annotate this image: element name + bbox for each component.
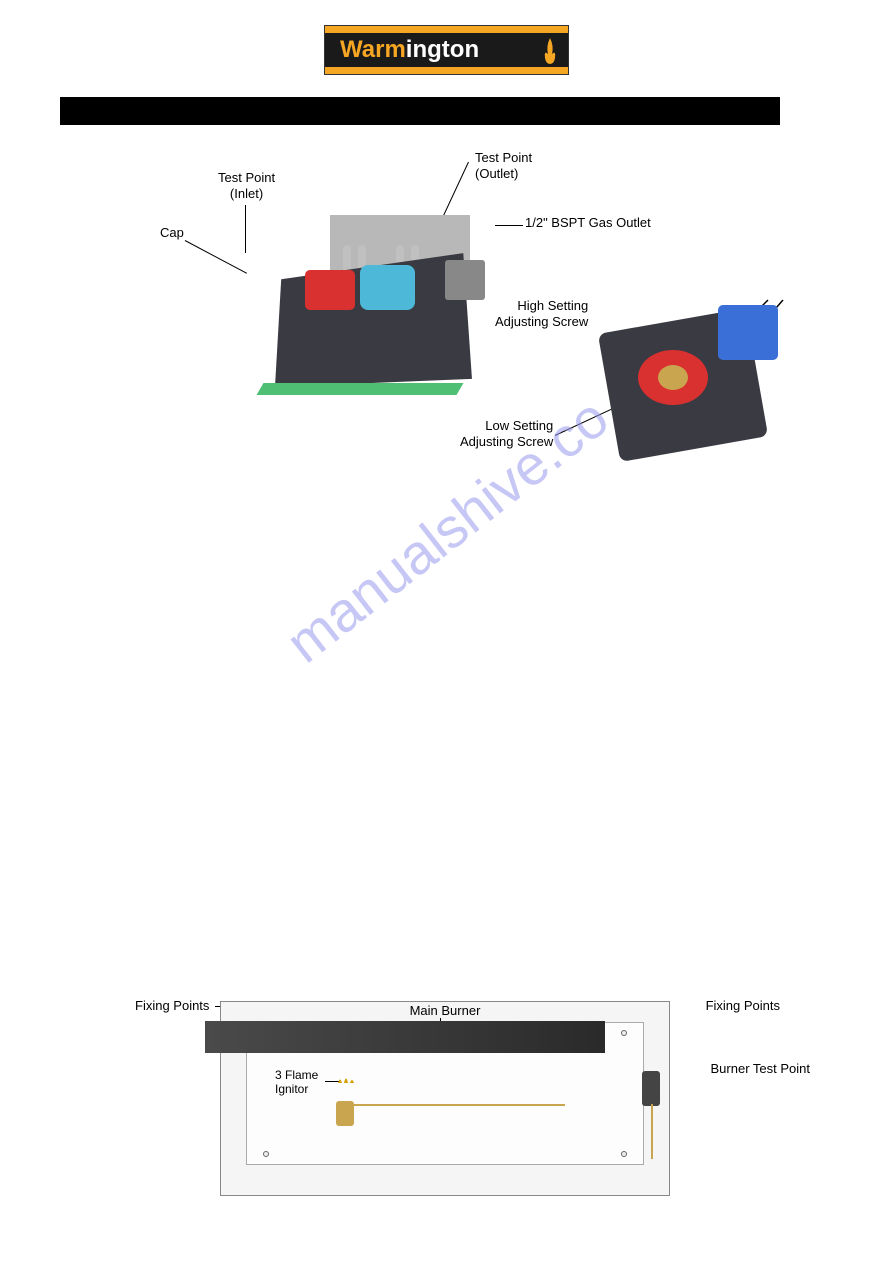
- valve-base-plate: [257, 383, 464, 395]
- gas-supply-pipe: [345, 1104, 565, 1106]
- gas-pipe-vertical: [651, 1104, 653, 1159]
- detail-brass-screw: [658, 365, 688, 390]
- label-test-point-outlet: Test Point (Outlet): [475, 150, 532, 181]
- label-low-setting: Low Setting Adjusting Screw: [460, 418, 553, 449]
- main-burner-bar: [205, 1021, 605, 1053]
- label-cap: Cap: [160, 225, 184, 241]
- label-fixing-points-right: Fixing Points: [706, 998, 780, 1014]
- section-header-bar: [60, 97, 780, 125]
- burner-diagram: Fixing Points Fixing Points Burner Test …: [135, 976, 755, 1201]
- fixing-hole: [621, 1151, 627, 1157]
- label-main-burner: Main Burner: [405, 1003, 486, 1018]
- fixing-hole: [621, 1030, 627, 1036]
- label-gas-outlet: 1/2" BSPT Gas Outlet: [525, 215, 651, 231]
- label-fixing-points-left: Fixing Points: [135, 998, 209, 1014]
- valve-diagram: Test Point (Inlet) Test Point (Outlet) C…: [0, 150, 893, 510]
- valve-detail-view: [583, 305, 778, 470]
- label-test-point-inlet: Test Point (Inlet): [218, 170, 275, 201]
- valve-outlet: [445, 260, 485, 300]
- burner-test-point: [642, 1071, 660, 1106]
- logo-container: Warmington: [0, 0, 893, 75]
- detail-blue-block: [718, 305, 778, 360]
- leader-line: [185, 240, 247, 274]
- valve-assembly: [260, 215, 500, 395]
- valve-cylinder: [360, 265, 415, 310]
- label-high-setting: High Setting Adjusting Screw: [495, 298, 588, 329]
- leader-line: [245, 205, 246, 253]
- logo-text-ington: ington: [406, 36, 479, 63]
- valve-red-cap: [305, 270, 355, 310]
- label-burner-test-point: Burner Test Point: [711, 1061, 810, 1077]
- label-ignitor: 3 Flame Ignitor: [275, 1068, 318, 1097]
- leader-line: [443, 162, 469, 217]
- logo-text-warm: Warm: [340, 36, 406, 63]
- flame-icon: [540, 36, 560, 66]
- brand-logo: Warmington: [324, 25, 569, 75]
- fixing-hole: [263, 1151, 269, 1157]
